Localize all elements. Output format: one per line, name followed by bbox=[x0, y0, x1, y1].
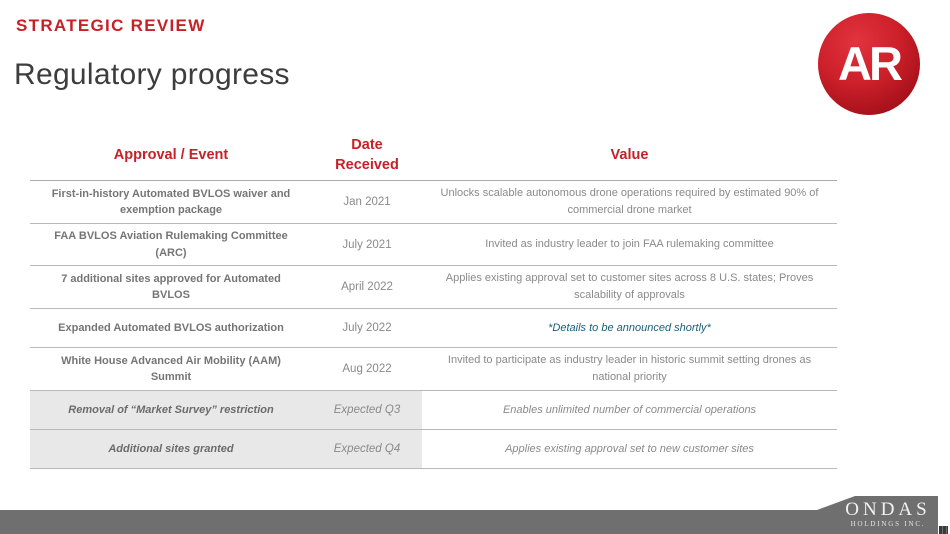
american-robotics-logo: AR bbox=[818, 13, 920, 115]
ar-logo-text: AR bbox=[838, 36, 903, 90]
table-row: White House Advanced Air Mobility (AAM) … bbox=[30, 348, 837, 392]
value-cell: Invited as industry leader to join FAA r… bbox=[422, 224, 837, 267]
value-cell: Unlocks scalable autonomous drone operat… bbox=[422, 181, 837, 225]
table-header-row: Approval / Event Date Received Value bbox=[30, 132, 837, 181]
date-cell: July 2021 bbox=[312, 224, 422, 267]
table-row: Expanded Automated BVLOS authorization J… bbox=[30, 309, 837, 349]
event-cell: Additional sites granted bbox=[30, 430, 312, 470]
date-cell: Expected Q3 bbox=[312, 391, 422, 431]
event-cell: FAA BVLOS Aviation Rulemaking Committee … bbox=[30, 224, 312, 267]
event-cell: First-in-history Automated BVLOS waiver … bbox=[30, 181, 312, 225]
date-cell: Expected Q4 bbox=[312, 430, 422, 470]
date-cell: April 2022 bbox=[312, 266, 422, 310]
slide-eyebrow: STRATEGIC REVIEW bbox=[16, 16, 206, 35]
header-value: Value bbox=[422, 132, 837, 181]
page-title: Regulatory progress bbox=[14, 58, 290, 91]
header-date-received: Date Received bbox=[312, 132, 422, 181]
event-cell: White House Advanced Air Mobility (AAM) … bbox=[30, 348, 312, 392]
date-cell: Jan 2021 bbox=[312, 181, 422, 225]
event-cell: Removal of “Market Survey” restriction bbox=[30, 391, 312, 431]
value-cell: Applies existing approval set to new cus… bbox=[422, 430, 837, 470]
value-cell: Enables unlimited number of commercial o… bbox=[422, 391, 837, 431]
table-row: First-in-history Automated BVLOS waiver … bbox=[30, 181, 837, 225]
value-cell-announcement: *Details to be announced shortly* bbox=[422, 309, 837, 349]
date-cell: Aug 2022 bbox=[312, 348, 422, 392]
table-row-expected: Additional sites granted Expected Q4 App… bbox=[30, 430, 837, 470]
value-cell: Invited to participate as industry leade… bbox=[422, 348, 837, 392]
value-cell: Applies existing approval set to custome… bbox=[422, 266, 837, 310]
ondas-sub-text: HOLDINGS INC. bbox=[850, 519, 926, 528]
ondas-logo: ONDAS HOLDINGS INC. bbox=[836, 500, 940, 528]
table-row: FAA BVLOS Aviation Rulemaking Committee … bbox=[30, 224, 837, 267]
event-cell: Expanded Automated BVLOS authorization bbox=[30, 309, 312, 349]
table-row: 7 additional sites approved for Automate… bbox=[30, 266, 837, 310]
footer-banner bbox=[0, 496, 938, 534]
header-approval-event: Approval / Event bbox=[30, 132, 312, 181]
date-cell: July 2022 bbox=[312, 309, 422, 349]
table-row-expected: Removal of “Market Survey” restriction E… bbox=[30, 391, 837, 431]
corner-mark bbox=[939, 526, 948, 534]
event-cell: 7 additional sites approved for Automate… bbox=[30, 266, 312, 310]
regulatory-progress-table: Approval / Event Date Received Value Fir… bbox=[30, 132, 837, 470]
ondas-brand-text: ONDAS bbox=[845, 499, 931, 520]
